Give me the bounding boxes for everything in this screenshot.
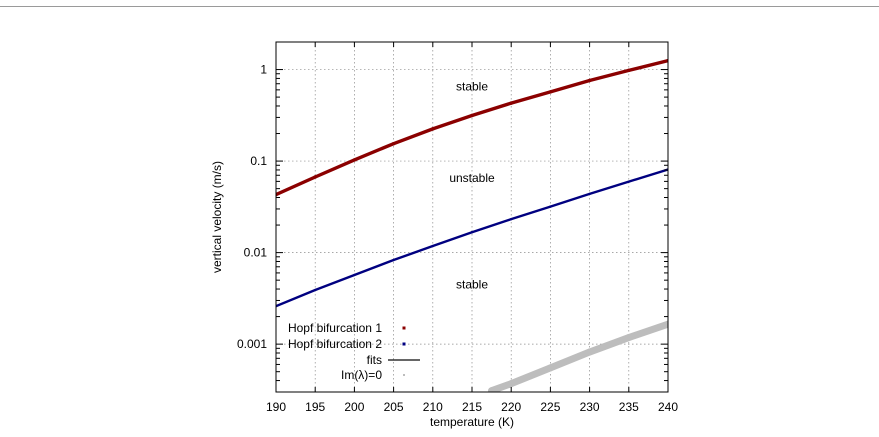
series-0	[276, 58, 668, 197]
data-point	[548, 90, 553, 94]
data-point	[510, 217, 513, 221]
legend-point-sample	[402, 342, 406, 346]
legend-point-sample	[402, 326, 406, 330]
legend: Hopf bifurcation 1 Hopf bifurcation 2 fits…	[288, 321, 420, 382]
legend-point-sample	[403, 374, 405, 376]
y-tick-label: 0.001	[237, 337, 267, 351]
region-annotation: stable	[456, 277, 488, 291]
data-point	[313, 175, 317, 179]
region-annotation: stable	[456, 80, 488, 94]
annotations: stable unstable stable	[449, 80, 495, 292]
x-tick-label: 240	[658, 400, 678, 414]
x-tick-label: 205	[384, 400, 404, 414]
x-tick-label: 210	[423, 400, 443, 414]
data-point	[488, 387, 496, 392]
x-tick-label: 235	[619, 400, 639, 414]
data-point	[470, 113, 474, 118]
data-point	[586, 348, 594, 356]
data-point	[431, 244, 434, 248]
y-tick-label: 0.1	[250, 154, 267, 168]
data-point	[314, 288, 317, 292]
data-point	[625, 334, 633, 342]
top-divider	[0, 6, 879, 7]
legend-label: Im(λ)=0	[341, 368, 382, 382]
data-point	[392, 258, 395, 262]
x-axis-label: temperature (K)	[430, 415, 514, 429]
data-point	[627, 68, 631, 73]
region-annotation: unstable	[449, 171, 495, 185]
data-point	[587, 78, 592, 83]
series-3	[488, 320, 668, 392]
x-tick-label: 230	[580, 400, 600, 414]
y-tick-label: 1	[260, 63, 267, 77]
y-tick-label: 0.01	[244, 246, 268, 260]
y-axis-label: vertical velocity (m/s)	[210, 161, 224, 273]
data-point	[470, 231, 474, 234]
x-tick-label: 195	[305, 400, 325, 414]
legend-label: fits	[367, 353, 382, 367]
x-tick-label: 220	[501, 400, 521, 414]
data-point	[431, 127, 435, 131]
x-tick-label: 200	[344, 400, 364, 414]
x-tick-label: 225	[540, 400, 560, 414]
legend-label: Hopf bifurcation 2	[288, 337, 382, 351]
data-point	[391, 141, 396, 146]
series-line	[488, 320, 668, 392]
data-point	[588, 192, 591, 196]
series-1	[276, 168, 668, 308]
x-tick-label: 215	[462, 400, 482, 414]
grid	[276, 42, 668, 392]
data-point	[353, 273, 356, 277]
axis-ticks: 190 195 200 205 210 215 220 225 230 235 240 0.001 0.…	[237, 41, 678, 414]
data-point	[546, 364, 554, 372]
data-point	[352, 158, 357, 162]
plot-series	[276, 58, 668, 392]
data-point	[627, 180, 630, 183]
data-point	[509, 101, 513, 105]
x-tick-label: 190	[266, 400, 286, 414]
legend-label: Hopf bifurcation 1	[288, 321, 382, 335]
data-point	[507, 380, 515, 388]
data-point	[664, 320, 668, 328]
data-point	[549, 205, 552, 208]
